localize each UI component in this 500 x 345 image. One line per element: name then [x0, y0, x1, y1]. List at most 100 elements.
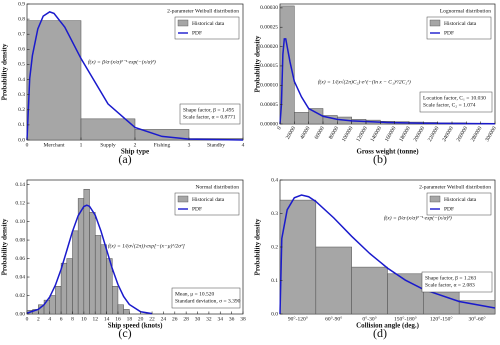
y-tick-label: 0.00025: [260, 24, 278, 30]
x-tick-label: 20000: [285, 125, 297, 140]
formula: f(x) = 1/(x√(2π)C₂)·e^(−(ln x − C₁)²/2C₂…: [318, 78, 411, 85]
caption: (a): [118, 152, 131, 166]
x-axis-label: Ship speed (knots): [108, 322, 164, 330]
x-tick-label: 1: [80, 142, 83, 148]
chart-title: Normal distribution: [195, 184, 239, 190]
x-tick-label: 180000: [398, 125, 412, 143]
y-tick-label: 0.0: [271, 311, 278, 317]
x-tick-label: 12: [92, 316, 98, 322]
x-tick-label: 36: [229, 316, 235, 322]
y-tick-label: 0.4: [271, 177, 278, 183]
legend-box: [174, 192, 240, 216]
category-label: 120°-150°: [430, 315, 453, 322]
bar: [100, 244, 107, 315]
x-tick-label: 4: [242, 142, 245, 148]
y-tick-label: 0.00005: [260, 102, 278, 108]
category-label: 150°-180°: [394, 315, 417, 322]
x-tick-label: 200000: [413, 125, 427, 143]
y-axis-label: Probability density: [254, 35, 262, 92]
category-label: Standby: [207, 142, 225, 148]
bar: [112, 286, 119, 315]
pdf-curve: [279, 194, 496, 315]
bar: [94, 235, 102, 315]
bar: [308, 108, 324, 125]
legend-swatch: [177, 19, 189, 27]
x-tick-label: 60000: [314, 125, 326, 140]
x-tick-label: 30: [195, 316, 201, 322]
category-label: 60°-90°: [325, 315, 342, 322]
x-tick-label: 280000: [470, 125, 484, 143]
legend-label: Historical data: [192, 21, 225, 27]
x-tick-label: 240000: [441, 125, 455, 143]
legend-label: PDF: [444, 30, 454, 36]
legend-label: PDF: [192, 30, 202, 36]
x-axis-label: Ship type: [121, 148, 149, 156]
chart-title: 2-parameter Weibull distribution: [167, 8, 239, 14]
formula: f(x) = 1/(σ√(2π))·exp[−(x−μ)²/2σ²]: [108, 242, 185, 249]
y-tick-label: 0.00030: [260, 5, 278, 11]
legend-label: PDF: [192, 206, 202, 212]
plot-frame: [26, 179, 244, 315]
bar: [134, 129, 190, 141]
category-label: 30°-60°: [468, 315, 485, 322]
annotation-text: Mean, μ = 10.520: [175, 291, 214, 297]
y-tick-label: 0.1: [18, 122, 25, 128]
x-tick-label: 6: [60, 316, 63, 322]
x-tick-label: 40000: [299, 125, 311, 140]
bar: [279, 5, 295, 125]
x-tick-label: 24: [161, 316, 167, 322]
y-tick-label: 0.1: [271, 278, 278, 284]
caption: (c): [118, 326, 131, 340]
x-tick-label: 14: [104, 316, 110, 322]
annotation-box: [179, 103, 241, 125]
x-tick-label: 26: [172, 316, 178, 322]
x-tick-label: 22: [149, 316, 155, 322]
x-tick-label: 38: [240, 316, 246, 322]
y-axis-label: Probability density: [254, 218, 262, 275]
y-tick-label: 0.3: [18, 92, 25, 98]
formula: f(x) = β/α·(x/α)ᵝ⁻¹·exp(−(x/α)ᵝ): [384, 214, 452, 221]
y-tick-label: 0.10: [15, 219, 25, 225]
bar: [43, 299, 50, 315]
bar: [80, 118, 136, 141]
y-tick-label: 0.2: [18, 107, 25, 113]
x-tick-label: 18: [127, 316, 133, 322]
annotation-text: Standard deviation, σ = 3.390: [175, 298, 241, 304]
x-tick-label: 16: [115, 316, 121, 322]
x-tick-label: 28: [183, 316, 189, 322]
y-tick-label: 0.12: [15, 200, 25, 206]
annotation-text: Location factor, C₁ = 10.030: [423, 94, 486, 101]
bar: [89, 212, 96, 315]
x-tick-label: 80000: [328, 125, 340, 140]
x-tick-label: 260000: [456, 125, 470, 143]
bar: [55, 286, 62, 315]
y-tick-label: 0.4: [18, 77, 25, 83]
caption: (d): [373, 326, 387, 340]
annotation-text: Scale factor, α = 2.083: [425, 281, 475, 288]
bar: [72, 230, 79, 315]
annotation-box: [421, 271, 493, 293]
bar: [49, 295, 56, 315]
x-tick-label: 120000: [355, 125, 369, 143]
x-tick-label: 2: [134, 142, 137, 148]
pdf-curve: [279, 38, 496, 125]
x-tick-label: 140000: [370, 125, 384, 143]
legend-swatch: [177, 195, 189, 203]
y-tick-label: 0.6: [18, 47, 25, 53]
legend-box: [174, 16, 240, 40]
annotation-text: Scale factor, C₂ = 1.074: [423, 101, 476, 108]
y-tick-label: 0.00010: [260, 83, 278, 89]
category-label: Merchant: [43, 142, 65, 148]
x-tick-label: 0: [26, 316, 29, 322]
category-label: 90°-120°: [288, 315, 308, 322]
y-tick-label: 0.5: [18, 62, 25, 68]
legend-label: Historical data: [192, 197, 225, 203]
annotation-box: [419, 91, 493, 113]
legend-label: Historical data: [444, 197, 477, 203]
caption: (b): [373, 152, 387, 166]
x-tick-label: 3: [188, 142, 191, 148]
bar: [123, 309, 130, 315]
legend-box: [426, 192, 492, 216]
x-tick-label: 20: [138, 316, 144, 322]
bar: [423, 290, 460, 315]
